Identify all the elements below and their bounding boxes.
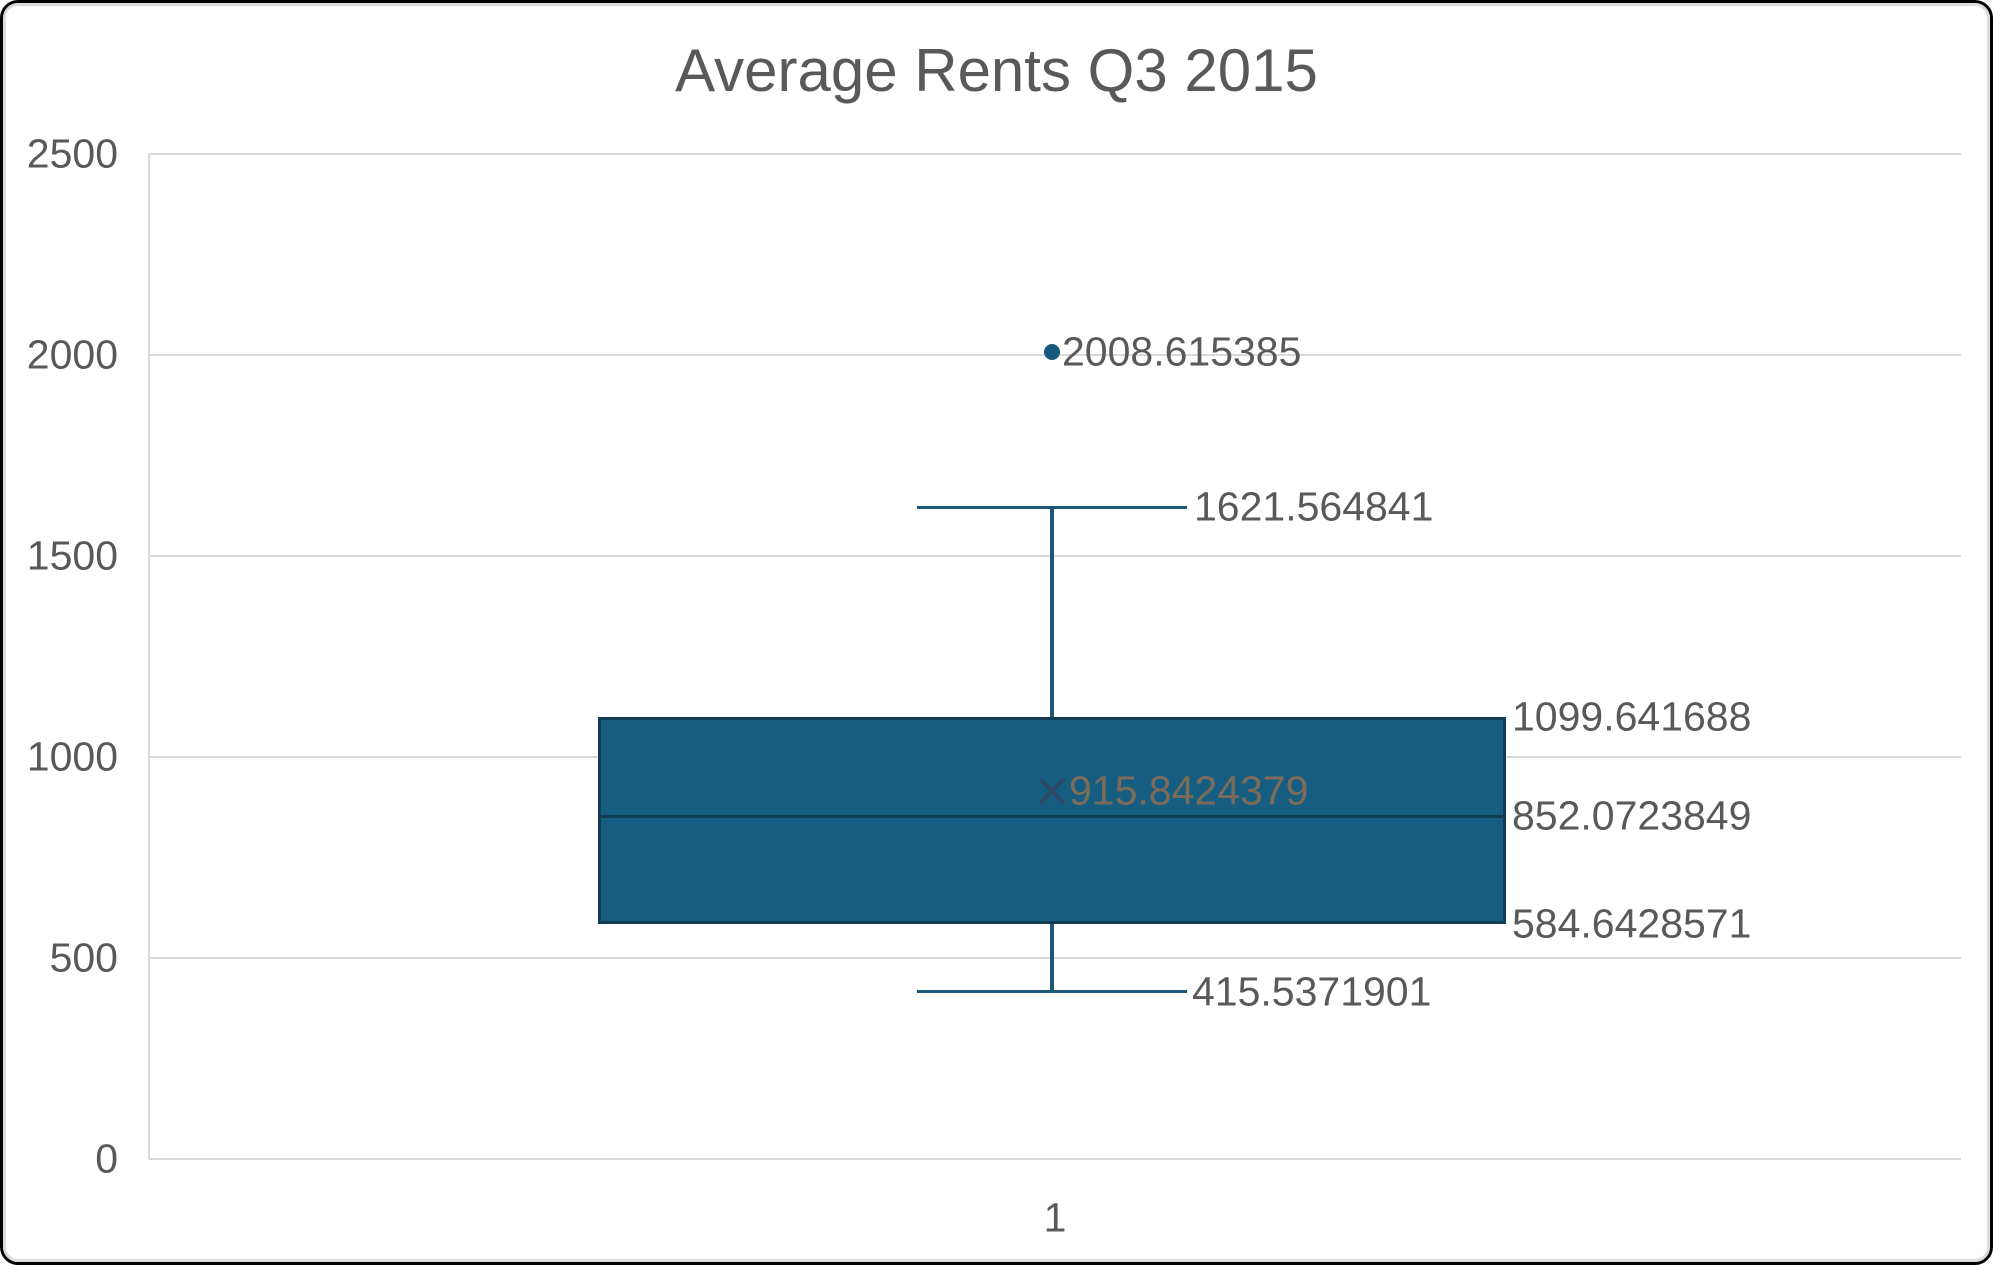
median-line bbox=[598, 814, 1506, 818]
gridline bbox=[149, 1158, 1961, 1160]
q3-label: 1099.641688 bbox=[1512, 693, 1752, 740]
box-iqr bbox=[598, 716, 1506, 924]
y-axis-line bbox=[148, 154, 150, 1159]
median-label: 852.0723849 bbox=[1512, 792, 1752, 839]
whisker-upper-line bbox=[1050, 507, 1054, 717]
x-axis-tick-label: 1 bbox=[1043, 1194, 1067, 1241]
y-tick-label: 1000 bbox=[26, 733, 118, 780]
y-tick-label: 1500 bbox=[26, 532, 118, 579]
gridline bbox=[149, 153, 1961, 155]
whisker-lower-line bbox=[1050, 923, 1054, 992]
y-tick-label: 2000 bbox=[26, 331, 118, 378]
chart-title: Average Rents Q3 2015 bbox=[675, 37, 1318, 104]
mean-marker-icon bbox=[1037, 776, 1067, 806]
outlier-point bbox=[1044, 343, 1060, 360]
mean-label: 915.8424379 bbox=[1069, 767, 1309, 814]
whisker-lower-cap bbox=[917, 990, 1187, 994]
y-tick-label: 500 bbox=[49, 934, 118, 981]
plot-area: 0 500 1000 1500 2000 2500 1 2008.615385 1621.564… bbox=[6, 6, 1987, 1259]
y-tick-label: 0 bbox=[95, 1135, 118, 1182]
outlier-label: 2008.615385 bbox=[1062, 328, 1302, 375]
whisker-low-label: 415.5371901 bbox=[1192, 968, 1432, 1015]
whisker-upper-cap bbox=[917, 505, 1187, 509]
whisker-high-label: 1621.564841 bbox=[1194, 483, 1434, 530]
y-tick-label: 2500 bbox=[26, 130, 118, 177]
gridline bbox=[149, 957, 1961, 959]
chart-area: Average Rents Q3 2015 0 500 1000 1500 2000 25… bbox=[3, 3, 1990, 1262]
gridline bbox=[149, 555, 1961, 557]
q1-label: 584.6428571 bbox=[1512, 900, 1752, 947]
